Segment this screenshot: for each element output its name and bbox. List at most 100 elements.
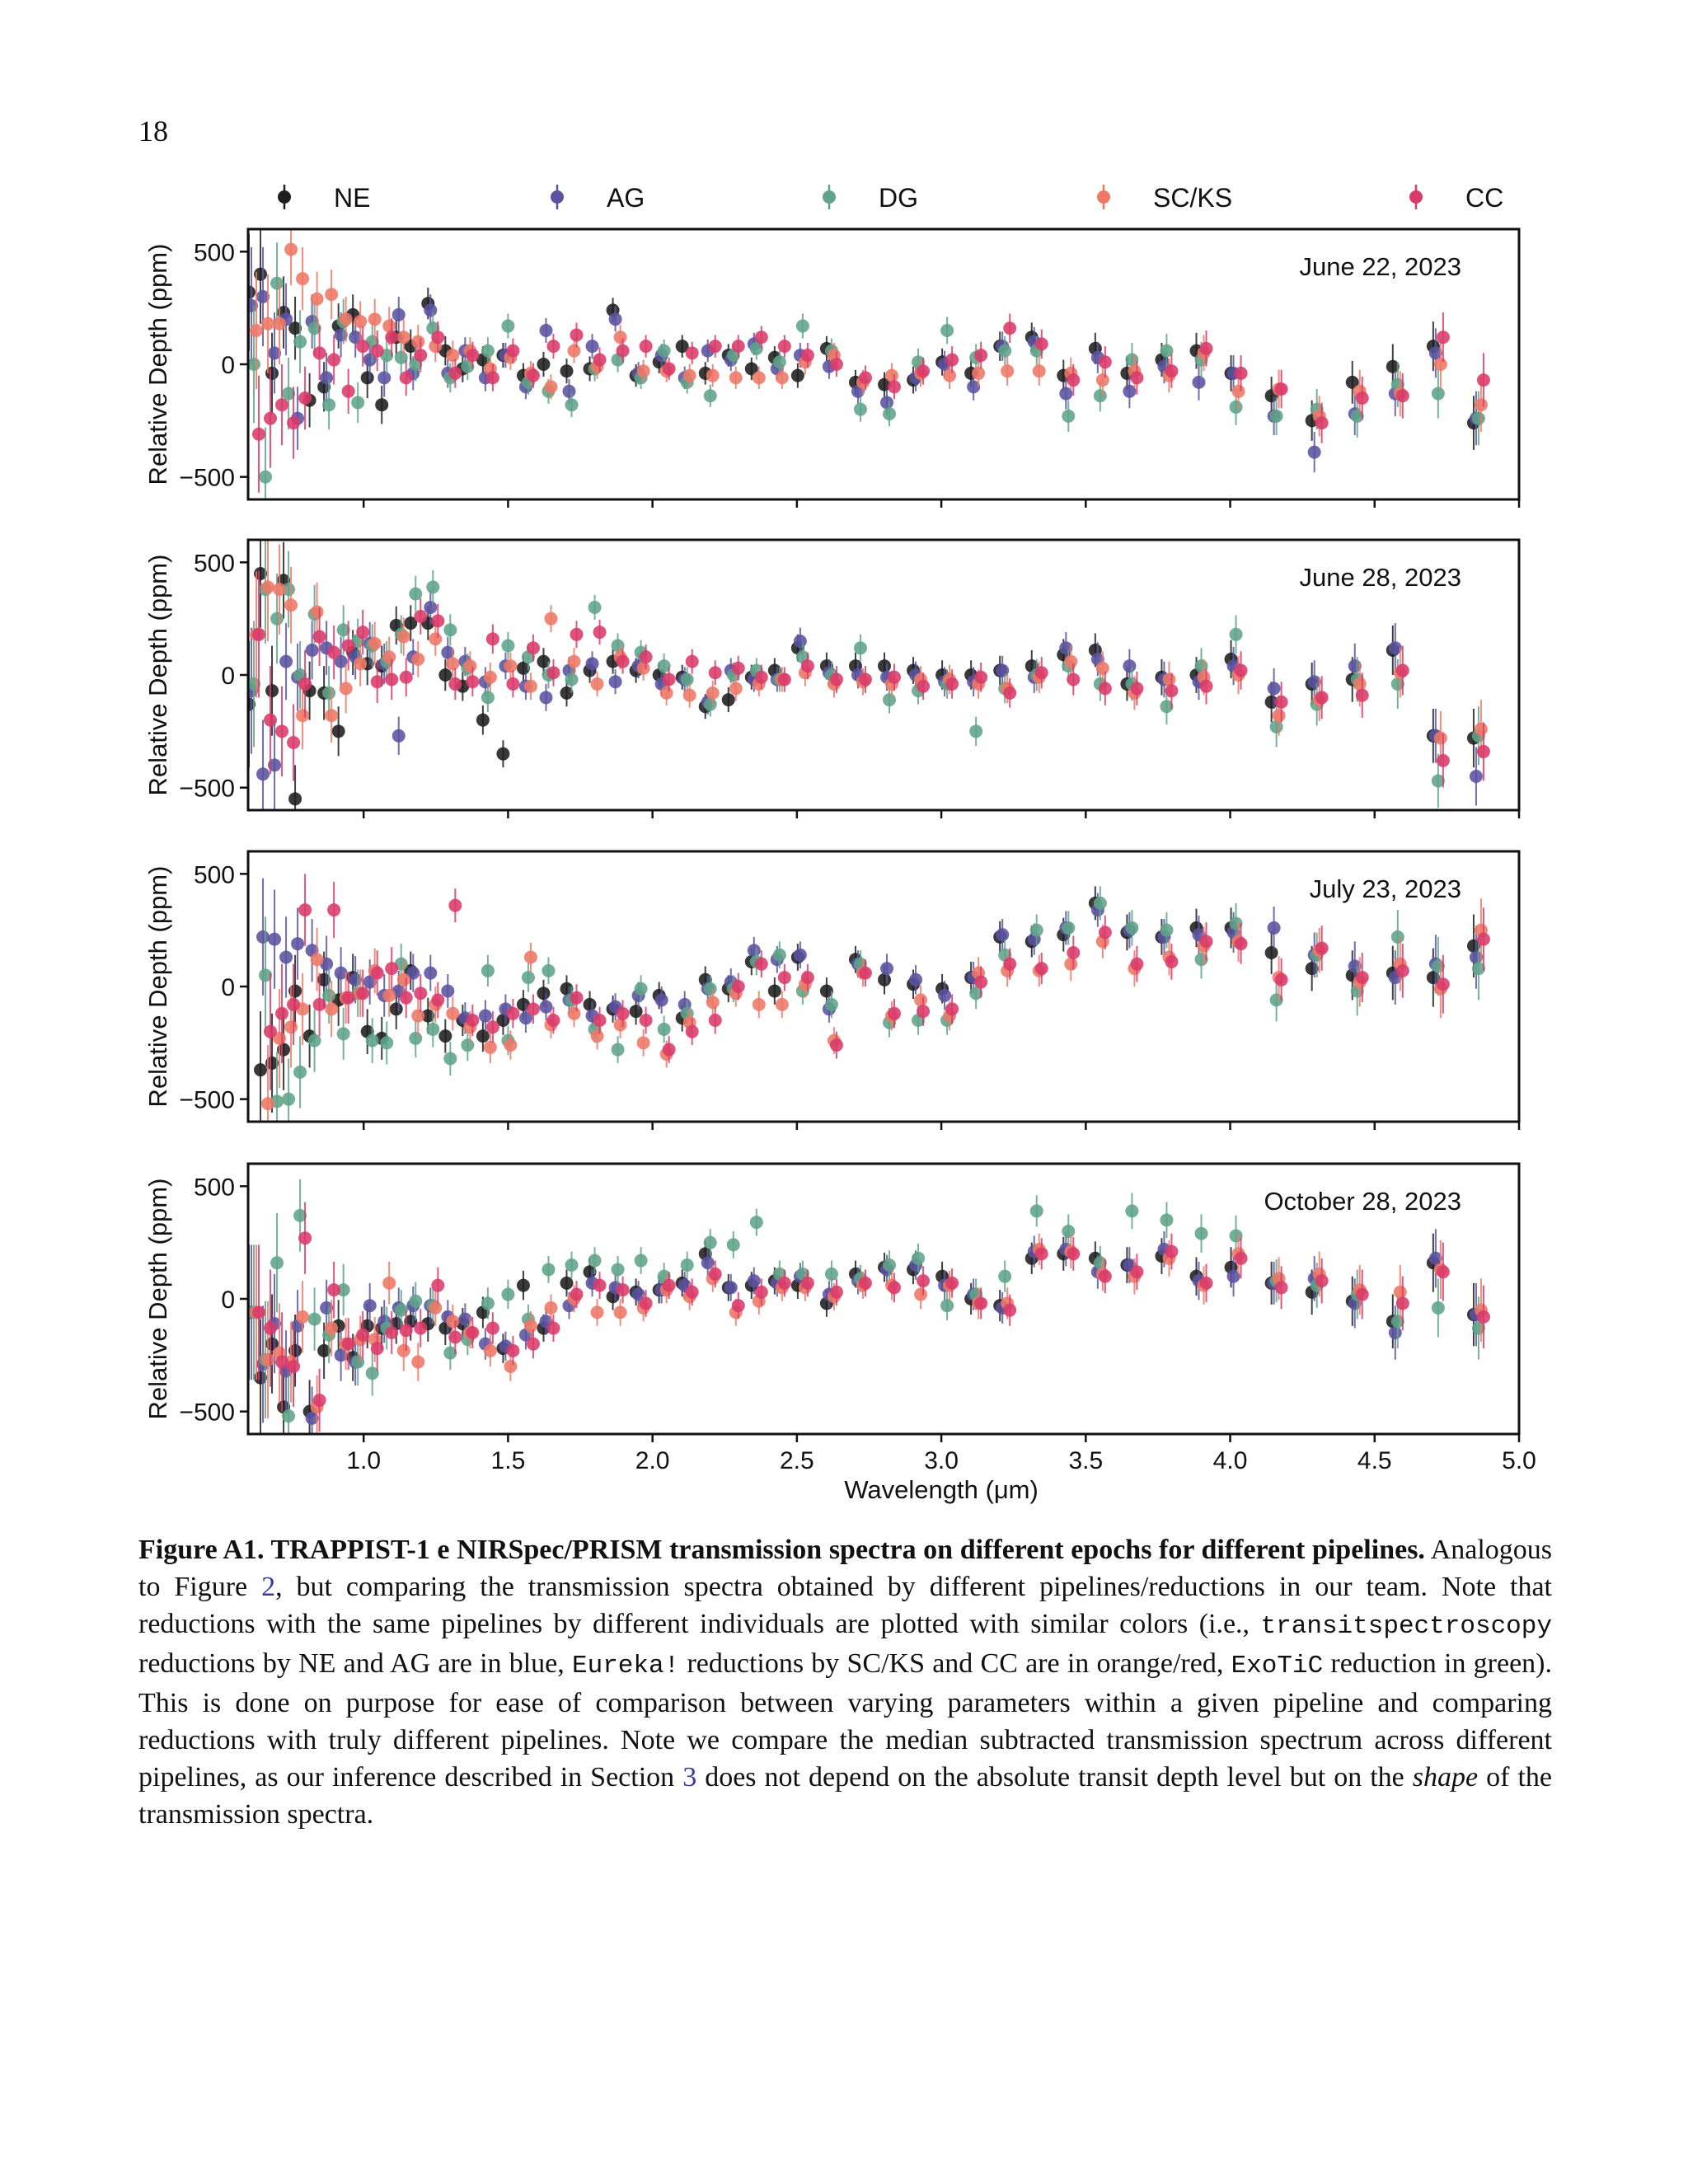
data-point bbox=[1436, 330, 1450, 344]
data-point bbox=[404, 616, 418, 630]
data-point bbox=[731, 1299, 745, 1313]
data-point bbox=[252, 627, 266, 641]
section-ref-link[interactable]: 3 bbox=[682, 1762, 697, 1793]
data-point bbox=[461, 1038, 475, 1052]
data-point bbox=[252, 1305, 266, 1319]
data-point bbox=[446, 1315, 460, 1329]
data-point bbox=[1059, 387, 1073, 401]
data-point bbox=[747, 1274, 761, 1288]
data-point bbox=[539, 324, 553, 337]
data-point bbox=[277, 1043, 291, 1057]
data-point bbox=[1229, 627, 1243, 641]
data-point bbox=[706, 686, 720, 700]
data-point bbox=[438, 1029, 452, 1043]
data-point bbox=[485, 1321, 499, 1335]
x-tick-label: 4.0 bbox=[1213, 1447, 1248, 1474]
data-point bbox=[1274, 695, 1288, 709]
data-point bbox=[424, 966, 438, 980]
data-point bbox=[1098, 355, 1112, 369]
data-point bbox=[1395, 663, 1409, 677]
data-point bbox=[685, 1024, 699, 1038]
data-point bbox=[396, 1343, 410, 1357]
data-point bbox=[945, 353, 959, 367]
data-point bbox=[570, 328, 584, 342]
data-point bbox=[793, 948, 807, 962]
data-point bbox=[829, 673, 843, 687]
data-point bbox=[682, 688, 696, 702]
data-point bbox=[368, 312, 382, 326]
data-point bbox=[800, 349, 814, 363]
series-ag bbox=[248, 1229, 1483, 1434]
data-point bbox=[287, 416, 301, 430]
data-point bbox=[708, 340, 722, 354]
data-point bbox=[974, 349, 988, 363]
series-dg bbox=[259, 886, 1485, 1122]
data-point bbox=[829, 1285, 843, 1299]
data-point bbox=[325, 1002, 339, 1016]
data-point bbox=[349, 330, 363, 344]
data-point bbox=[1064, 957, 1078, 971]
data-point bbox=[1388, 1326, 1402, 1339]
caption-code: ExoTiC bbox=[1231, 1652, 1324, 1680]
data-point bbox=[724, 1281, 738, 1295]
data-point bbox=[1095, 373, 1109, 387]
data-point bbox=[1199, 679, 1213, 693]
data-point bbox=[254, 1063, 268, 1077]
data-point bbox=[1315, 941, 1329, 955]
data-point bbox=[636, 1036, 650, 1050]
data-point bbox=[264, 713, 278, 727]
data-point bbox=[1395, 1296, 1409, 1310]
data-point bbox=[284, 598, 298, 612]
panel-title: June 28, 2023 bbox=[1299, 563, 1461, 592]
data-point bbox=[1264, 946, 1278, 959]
data-point bbox=[523, 950, 537, 964]
data-point bbox=[429, 1301, 443, 1315]
legend-entry: CC bbox=[1409, 183, 1503, 213]
data-point bbox=[888, 1281, 902, 1295]
plot-area bbox=[248, 1179, 1490, 1434]
y-tick-label: 500 bbox=[194, 239, 235, 266]
data-point bbox=[261, 1097, 275, 1111]
data-point bbox=[639, 340, 653, 354]
data-point bbox=[424, 601, 438, 614]
data-point bbox=[296, 272, 310, 286]
data-point bbox=[1160, 344, 1174, 358]
figure-ref-link[interactable]: 2 bbox=[261, 1572, 276, 1602]
data-point bbox=[1098, 682, 1112, 696]
data-point bbox=[565, 673, 579, 687]
legend-label: SC/KS bbox=[1153, 183, 1232, 213]
data-point bbox=[1355, 391, 1369, 405]
data-point bbox=[356, 340, 370, 354]
data-point bbox=[945, 677, 959, 691]
data-point bbox=[546, 1014, 560, 1027]
data-point bbox=[320, 371, 334, 385]
page-number: 18 bbox=[138, 115, 168, 148]
data-point bbox=[441, 984, 455, 998]
data-point bbox=[878, 659, 892, 673]
data-point bbox=[1353, 677, 1367, 691]
data-point bbox=[729, 371, 743, 385]
data-point bbox=[685, 654, 699, 668]
data-point bbox=[1003, 321, 1017, 335]
series-sc-ks bbox=[261, 898, 1488, 1122]
data-point bbox=[588, 601, 602, 614]
data-point bbox=[284, 242, 298, 256]
data-point bbox=[312, 346, 326, 360]
data-point bbox=[1067, 1247, 1081, 1261]
data-point bbox=[356, 987, 370, 1001]
data-point bbox=[721, 693, 735, 707]
data-point bbox=[613, 330, 627, 344]
data-point bbox=[1350, 409, 1364, 423]
data-point bbox=[940, 324, 954, 337]
data-point bbox=[858, 371, 872, 385]
x-tick-label: 1.0 bbox=[346, 1447, 381, 1474]
data-point bbox=[288, 321, 302, 335]
data-point bbox=[370, 1342, 384, 1356]
x-tick-label: 4.5 bbox=[1357, 1447, 1392, 1474]
caption-text: does not depend on the absolute transit … bbox=[696, 1762, 1413, 1793]
data-point bbox=[1395, 389, 1409, 403]
data-point bbox=[431, 993, 445, 1007]
caption-text: , but comparing the transmission spectra… bbox=[138, 1572, 1552, 1639]
data-point bbox=[800, 971, 814, 985]
data-point bbox=[1428, 1251, 1442, 1265]
